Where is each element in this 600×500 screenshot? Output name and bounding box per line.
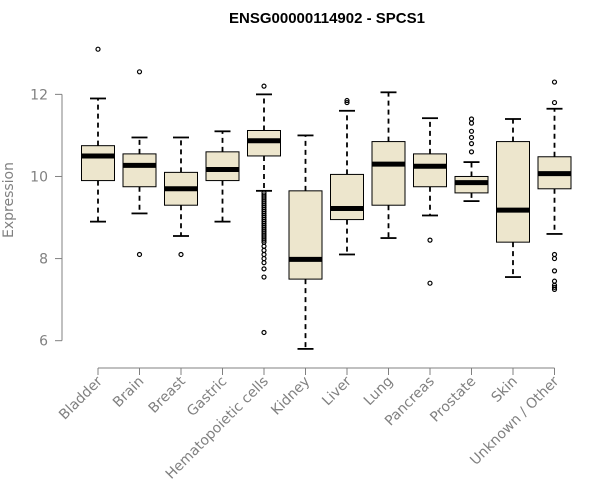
outlier-point bbox=[468, 149, 475, 155]
box-body bbox=[288, 190, 323, 280]
outlier-point bbox=[551, 99, 558, 106]
x-tick-label: Bladder bbox=[56, 373, 106, 423]
outlier-point bbox=[551, 251, 558, 258]
outlier-point bbox=[261, 266, 267, 272]
y-axis: 6 8 10 12 bbox=[30, 87, 63, 350]
outlier-point bbox=[551, 79, 558, 85]
box-gastric bbox=[205, 130, 240, 223]
outlier-point bbox=[551, 268, 558, 274]
x-tick-label: Kidney bbox=[268, 374, 313, 419]
outlier-point bbox=[551, 278, 558, 284]
outlier-point bbox=[261, 274, 267, 280]
outlier-point bbox=[551, 286, 558, 292]
x-tick-label: Liver bbox=[319, 373, 355, 409]
outlier-point bbox=[468, 128, 475, 134]
box-liver bbox=[330, 97, 364, 256]
outlier-point bbox=[551, 284, 558, 290]
outlier-point bbox=[468, 120, 475, 126]
box-body bbox=[330, 173, 364, 221]
y-tick-label: 6 bbox=[39, 334, 48, 350]
box-body bbox=[371, 141, 406, 206]
x-tick-label: Brain bbox=[110, 374, 147, 411]
y-axis-label: Expression bbox=[1, 162, 17, 238]
box-brain bbox=[122, 69, 157, 258]
outlier-point bbox=[261, 329, 267, 336]
outlier-point bbox=[261, 255, 267, 262]
outlier-point bbox=[136, 251, 143, 258]
outlier-point bbox=[261, 251, 267, 258]
box-breast bbox=[164, 136, 198, 258]
box-body bbox=[205, 151, 240, 182]
chart-title: ENSG00000114902 - SPCS1 bbox=[229, 10, 425, 27]
outlier-point bbox=[344, 97, 350, 104]
x-tick-label: Lung bbox=[361, 374, 396, 409]
outlier-point bbox=[427, 237, 433, 243]
box-skin bbox=[496, 118, 530, 278]
outlier-point bbox=[178, 251, 184, 258]
y-tick-label: 10 bbox=[30, 169, 48, 185]
outlier-point bbox=[95, 46, 101, 52]
box-hematopoietic-cells bbox=[247, 83, 281, 336]
box-body bbox=[413, 153, 447, 188]
outlier-point bbox=[261, 83, 267, 89]
box-lung bbox=[371, 91, 406, 239]
box-bladder bbox=[81, 46, 115, 223]
outlier-point bbox=[261, 247, 267, 253]
outlier-point bbox=[468, 141, 475, 147]
box-body bbox=[122, 153, 157, 188]
boxes-group bbox=[81, 46, 572, 350]
box-body bbox=[496, 141, 530, 243]
outlier-point bbox=[261, 243, 267, 249]
outlier-point bbox=[427, 280, 433, 286]
outlier-point bbox=[551, 255, 558, 262]
box-kidney bbox=[288, 134, 323, 350]
x-tick-label: Prostate bbox=[427, 374, 479, 426]
outlier-point bbox=[344, 99, 350, 106]
outlier-point bbox=[136, 69, 143, 75]
outlier-point bbox=[261, 237, 267, 243]
outlier-point bbox=[468, 116, 475, 122]
y-tick-label: 12 bbox=[30, 87, 48, 103]
y-tick-label: 8 bbox=[39, 252, 48, 268]
x-tick-label: Skin bbox=[488, 374, 520, 406]
outlier-point bbox=[261, 260, 267, 266]
x-tick-label: Breast bbox=[146, 373, 190, 417]
box-prostate bbox=[454, 116, 489, 203]
box-pancreas bbox=[413, 117, 447, 286]
box-unknown-other bbox=[537, 79, 572, 292]
outlier-point bbox=[468, 134, 475, 141]
box-body bbox=[81, 145, 115, 182]
